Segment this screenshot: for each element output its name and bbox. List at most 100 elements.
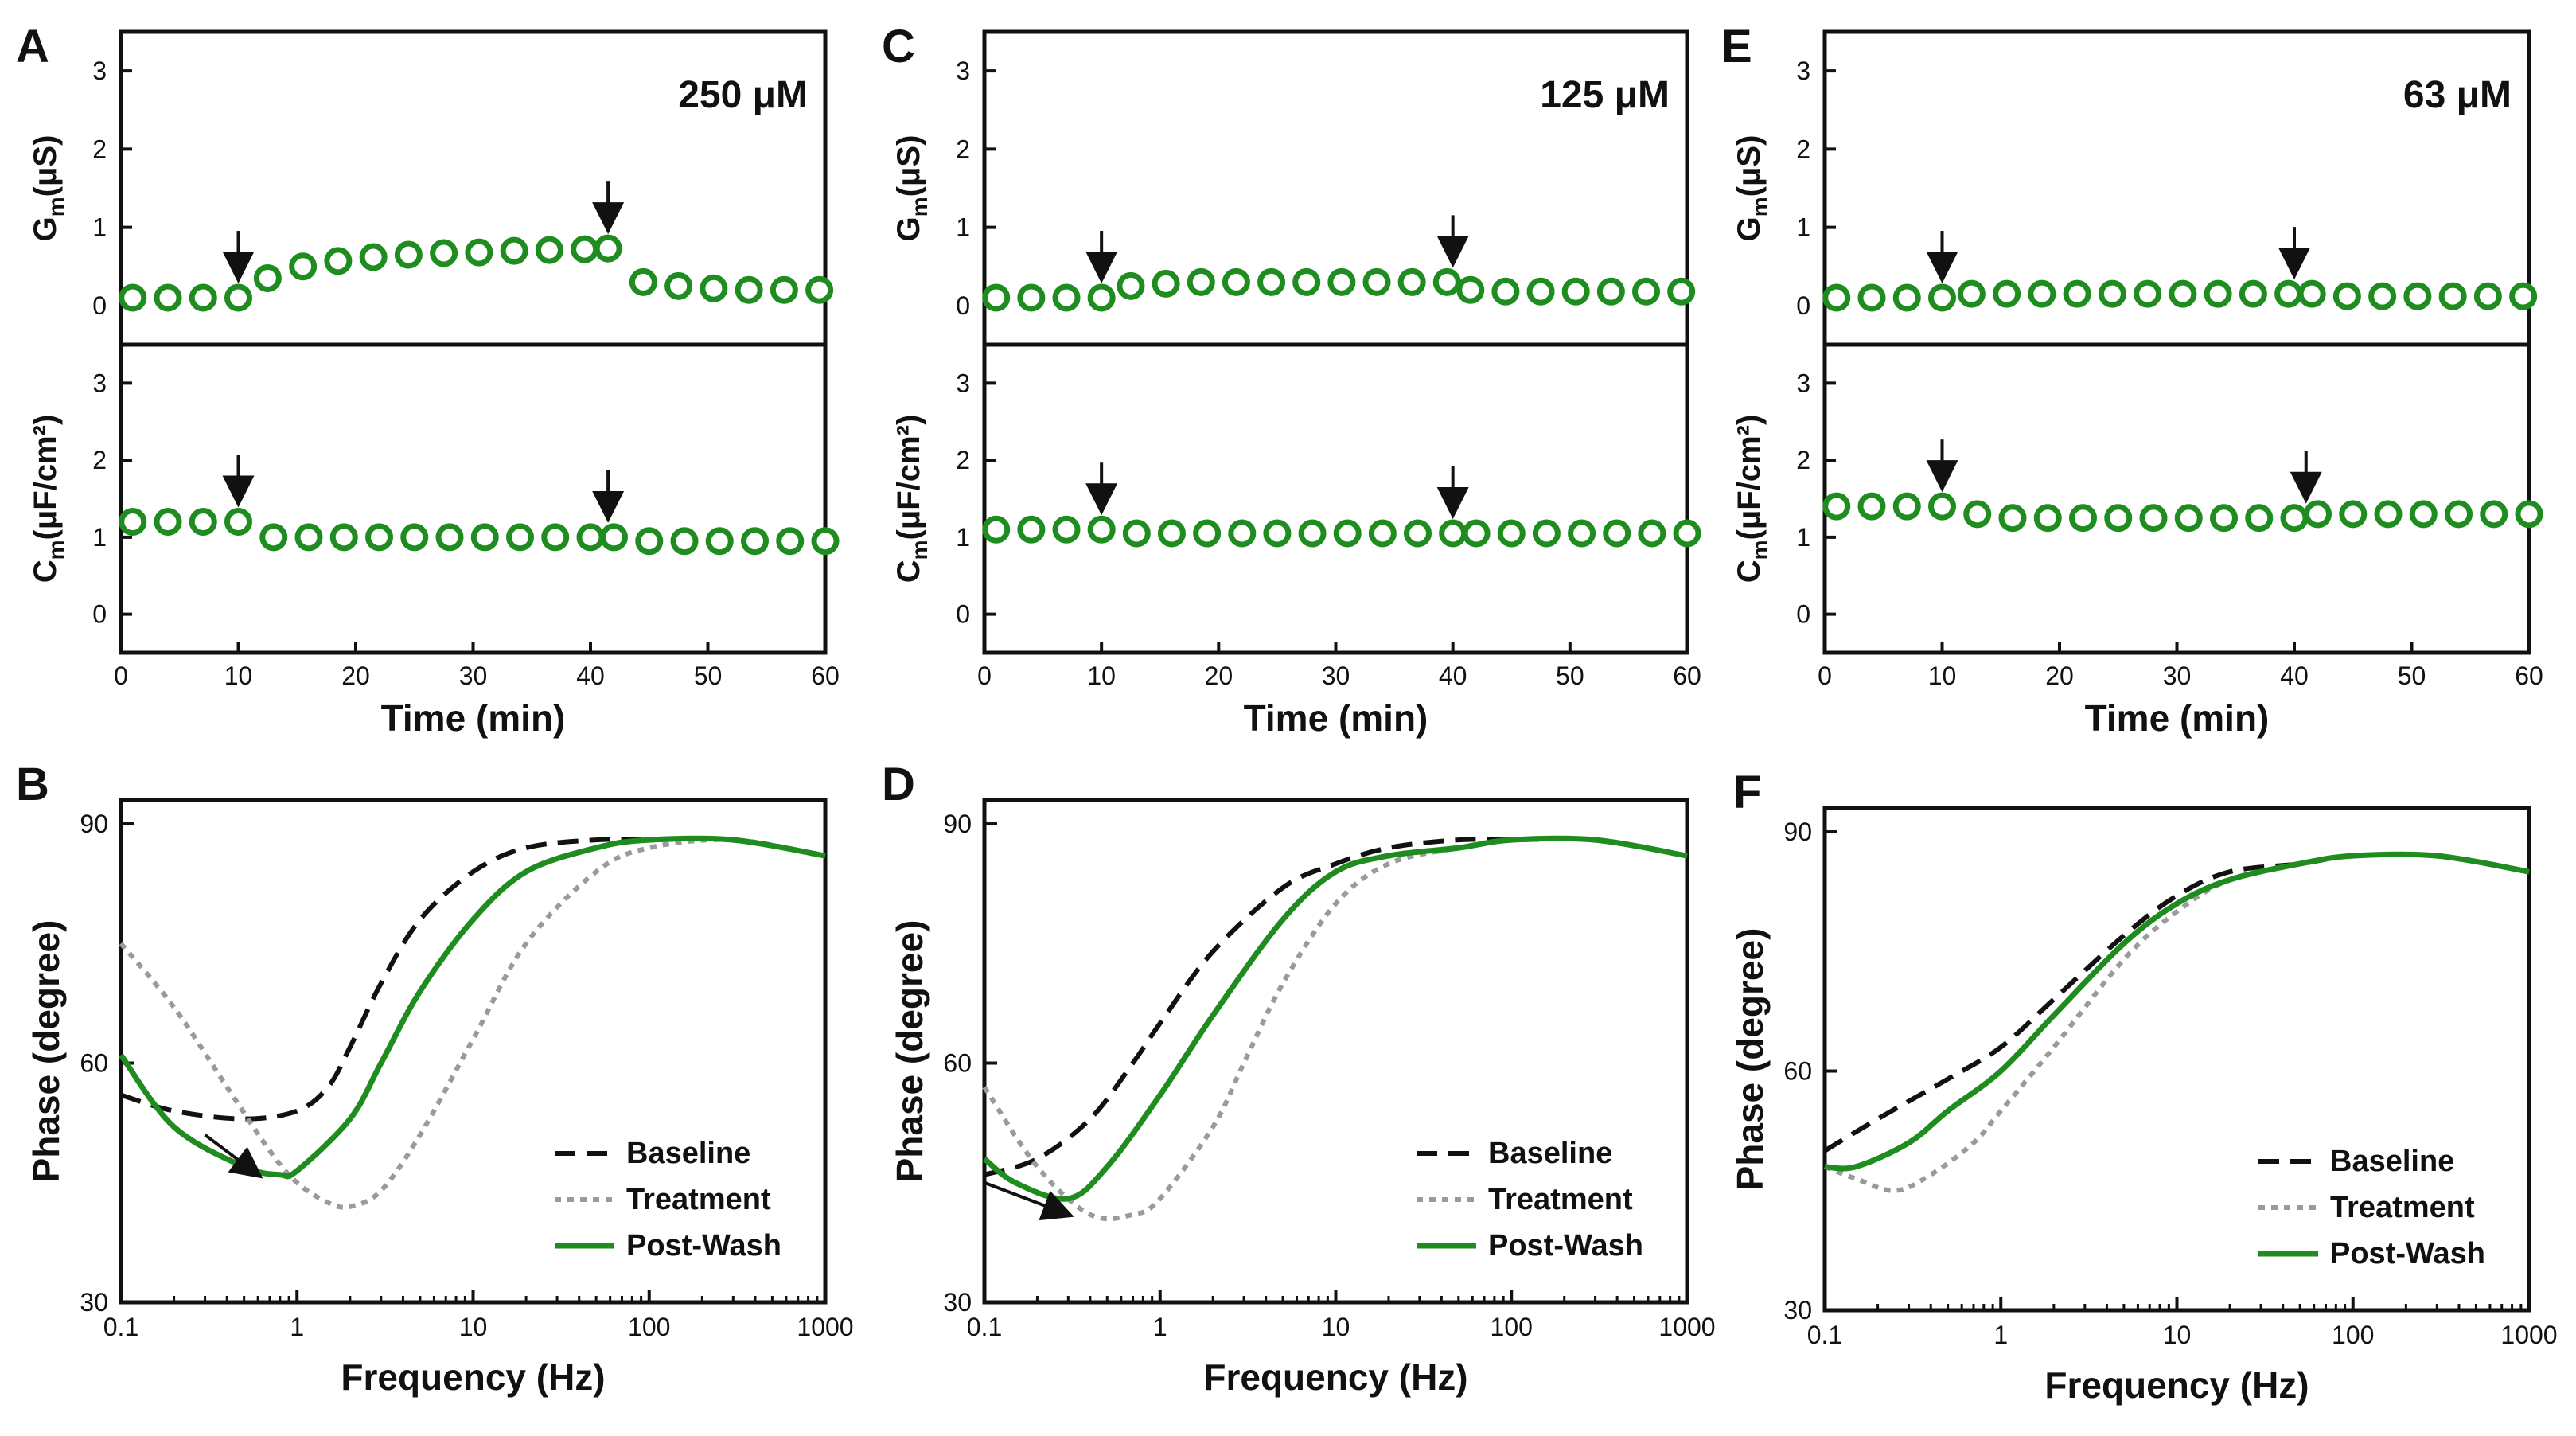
panel-B-xtick-label: 1	[290, 1313, 304, 1341]
panel-C-gm-ylabel: Gm(μS)	[891, 135, 932, 242]
panel-D-letter: D	[882, 759, 915, 810]
panel-F-legend-label: Baseline	[2330, 1145, 2454, 1178]
panel-A-gm-point	[535, 236, 563, 264]
panel-E-gm-point	[2169, 279, 2197, 308]
panel-E-gm-point	[2403, 282, 2432, 310]
panel-D-xtick-label: 1000	[1658, 1313, 1715, 1341]
panel-A-gm-point	[394, 240, 423, 269]
panel-E-cm-ytick-label: 0	[1796, 600, 1810, 629]
panel-E-cm-point	[2245, 504, 2274, 533]
panel-C-gm-ytick-label: 2	[956, 135, 970, 163]
panel-E-cm-point	[2139, 504, 2168, 533]
panel-E-gm-ytick-label: 2	[1796, 135, 1810, 163]
panel-E-cm-point	[1892, 492, 1921, 521]
panel-C-cm-ylabel-unit: (μF/cm²)	[891, 415, 926, 540]
panel-C-cm-ytick-label: 2	[956, 446, 970, 474]
panel-E-cm-ytick-label: 2	[1796, 446, 1810, 474]
panel-E-cm-point	[2339, 500, 2368, 529]
panel-F-xtick-label: 1	[1993, 1321, 2008, 1349]
panel-E-cm-ytick-label: 1	[1796, 523, 1810, 552]
panel-C-cm-point	[1603, 519, 1631, 548]
panel-F-frame	[1822, 806, 2531, 1313]
panel-A-cm-point	[705, 527, 734, 556]
panel-C-gm-ytick-label: 0	[956, 291, 970, 320]
panel-E-cm-point	[2515, 500, 2543, 529]
panel-A-gm-point	[805, 275, 834, 304]
panel-C-gm-point	[1397, 267, 1426, 296]
panel-C-gm-ylabel-main: G	[891, 217, 926, 241]
panel-F-xtick-label: 10	[2163, 1321, 2192, 1349]
panel-E-gm-point	[1957, 279, 1986, 308]
panel-E-cm-point	[2409, 500, 2438, 529]
panel-E-concentration: 63 μM	[2403, 74, 2512, 116]
panel-F-ylabel: Phase (degree)	[1729, 928, 1771, 1191]
panel-A-gm-point	[359, 243, 388, 271]
panel-C-gm-point	[1327, 267, 1356, 296]
panel-A-xtick-label: 30	[459, 661, 488, 690]
panel-E-cm-point	[1822, 492, 1851, 521]
panel-A-xtick-label: 10	[224, 661, 253, 690]
panel-A-cm-point	[600, 523, 628, 552]
panel-C-xtick-label: 40	[1439, 661, 1467, 690]
panel-A-gm-point	[629, 267, 657, 296]
panel-E-cm-ylabel-unit: (μF/cm²)	[1732, 415, 1767, 540]
panel-E-xtick-label: 10	[1928, 661, 1957, 690]
panel-E-gm-point	[2438, 282, 2467, 310]
panel-F-legend-label: Treatment	[2330, 1191, 2475, 1224]
panel-C-cm-point	[1193, 519, 1222, 548]
panel-A-xtick-label: 50	[694, 661, 723, 690]
panel-A-cm-point	[776, 527, 805, 556]
panel-E-gm-point	[2297, 279, 2326, 308]
panel-E-letter: E	[1721, 21, 1752, 72]
panel-C-gm-point	[1117, 271, 1145, 300]
panel-F-legend-label: Post-Wash	[2330, 1237, 2485, 1270]
panel-A-cm-point	[189, 508, 217, 537]
panel-C-xtick-label: 20	[1205, 661, 1233, 690]
panel-A-gm-point	[224, 283, 252, 312]
panel-A-cm-ylabel-unit: (μF/cm²)	[28, 415, 63, 540]
panel-A-gm-point	[770, 275, 798, 304]
panel-E-cm-point	[2104, 504, 2133, 533]
panel-A-cm-point	[470, 523, 499, 552]
panel-E-xtick-label: 50	[2398, 661, 2426, 690]
panel-E-cm-point	[2374, 500, 2403, 529]
panel-B-legend-label: Treatment	[626, 1183, 771, 1216]
panel-E-cm-ylabel-main: C	[1732, 560, 1767, 583]
panel-A-cm-point	[576, 523, 605, 552]
panel-A-cm-ytick-label: 1	[92, 523, 107, 552]
panel-A-cm-ylabel-sub: m	[44, 540, 68, 560]
panel-A-gm-ytick-label: 0	[92, 291, 107, 320]
panel-E-gm-point	[2239, 279, 2267, 308]
panel-C-cm-point	[1228, 519, 1257, 548]
panel-C-cm-ylabel: Cm(μF/cm²)	[891, 415, 932, 583]
panel-C-xtick-label: 0	[977, 661, 992, 690]
panel-D-xtick-label: 0.1	[967, 1313, 1002, 1341]
panel-C-cm-ytick-label: 1	[956, 523, 970, 552]
panel-C-cm-ylabel-sub: m	[907, 540, 932, 560]
panel-A-gm-point	[154, 283, 182, 312]
panel-A-gm-point	[119, 283, 147, 312]
panel-B-xlabel: Frequency (Hz)	[341, 1356, 605, 1398]
panel-F-xtick-label: 100	[2332, 1321, 2374, 1349]
panel-A-gm-ylabel: Gm(μS)	[28, 135, 68, 242]
panel-B-ytick-label: 90	[80, 810, 108, 838]
panel-A-cm-ylabel-main: C	[28, 560, 63, 583]
panel-D-ytick-label: 60	[943, 1049, 972, 1078]
panel-B-xtick-label: 10	[459, 1313, 488, 1341]
panel-C-cm-point	[1404, 519, 1432, 548]
panel-A-gm-point	[735, 275, 763, 304]
panel-E-cm-point	[2480, 500, 2508, 529]
panel-E-xtick-label: 0	[1818, 661, 1832, 690]
panel-E-xtick-label: 30	[2163, 661, 2192, 690]
panel-C-gm-ylabel-unit: (μS)	[891, 135, 926, 197]
panel-E-cm-point	[1998, 504, 2027, 533]
panel-C-gm-ytick-label: 1	[956, 213, 970, 242]
panel-A-gm-point	[289, 252, 318, 281]
panel-E-gm-point	[2063, 279, 2091, 308]
panel-A-xtick-label: 20	[341, 661, 370, 690]
panel-C-gm-point	[1491, 277, 1520, 306]
panel-E-xtick-label: 20	[2045, 661, 2074, 690]
panel-A-cm-point	[259, 523, 288, 552]
panel-C-cm-point	[1017, 515, 1046, 544]
